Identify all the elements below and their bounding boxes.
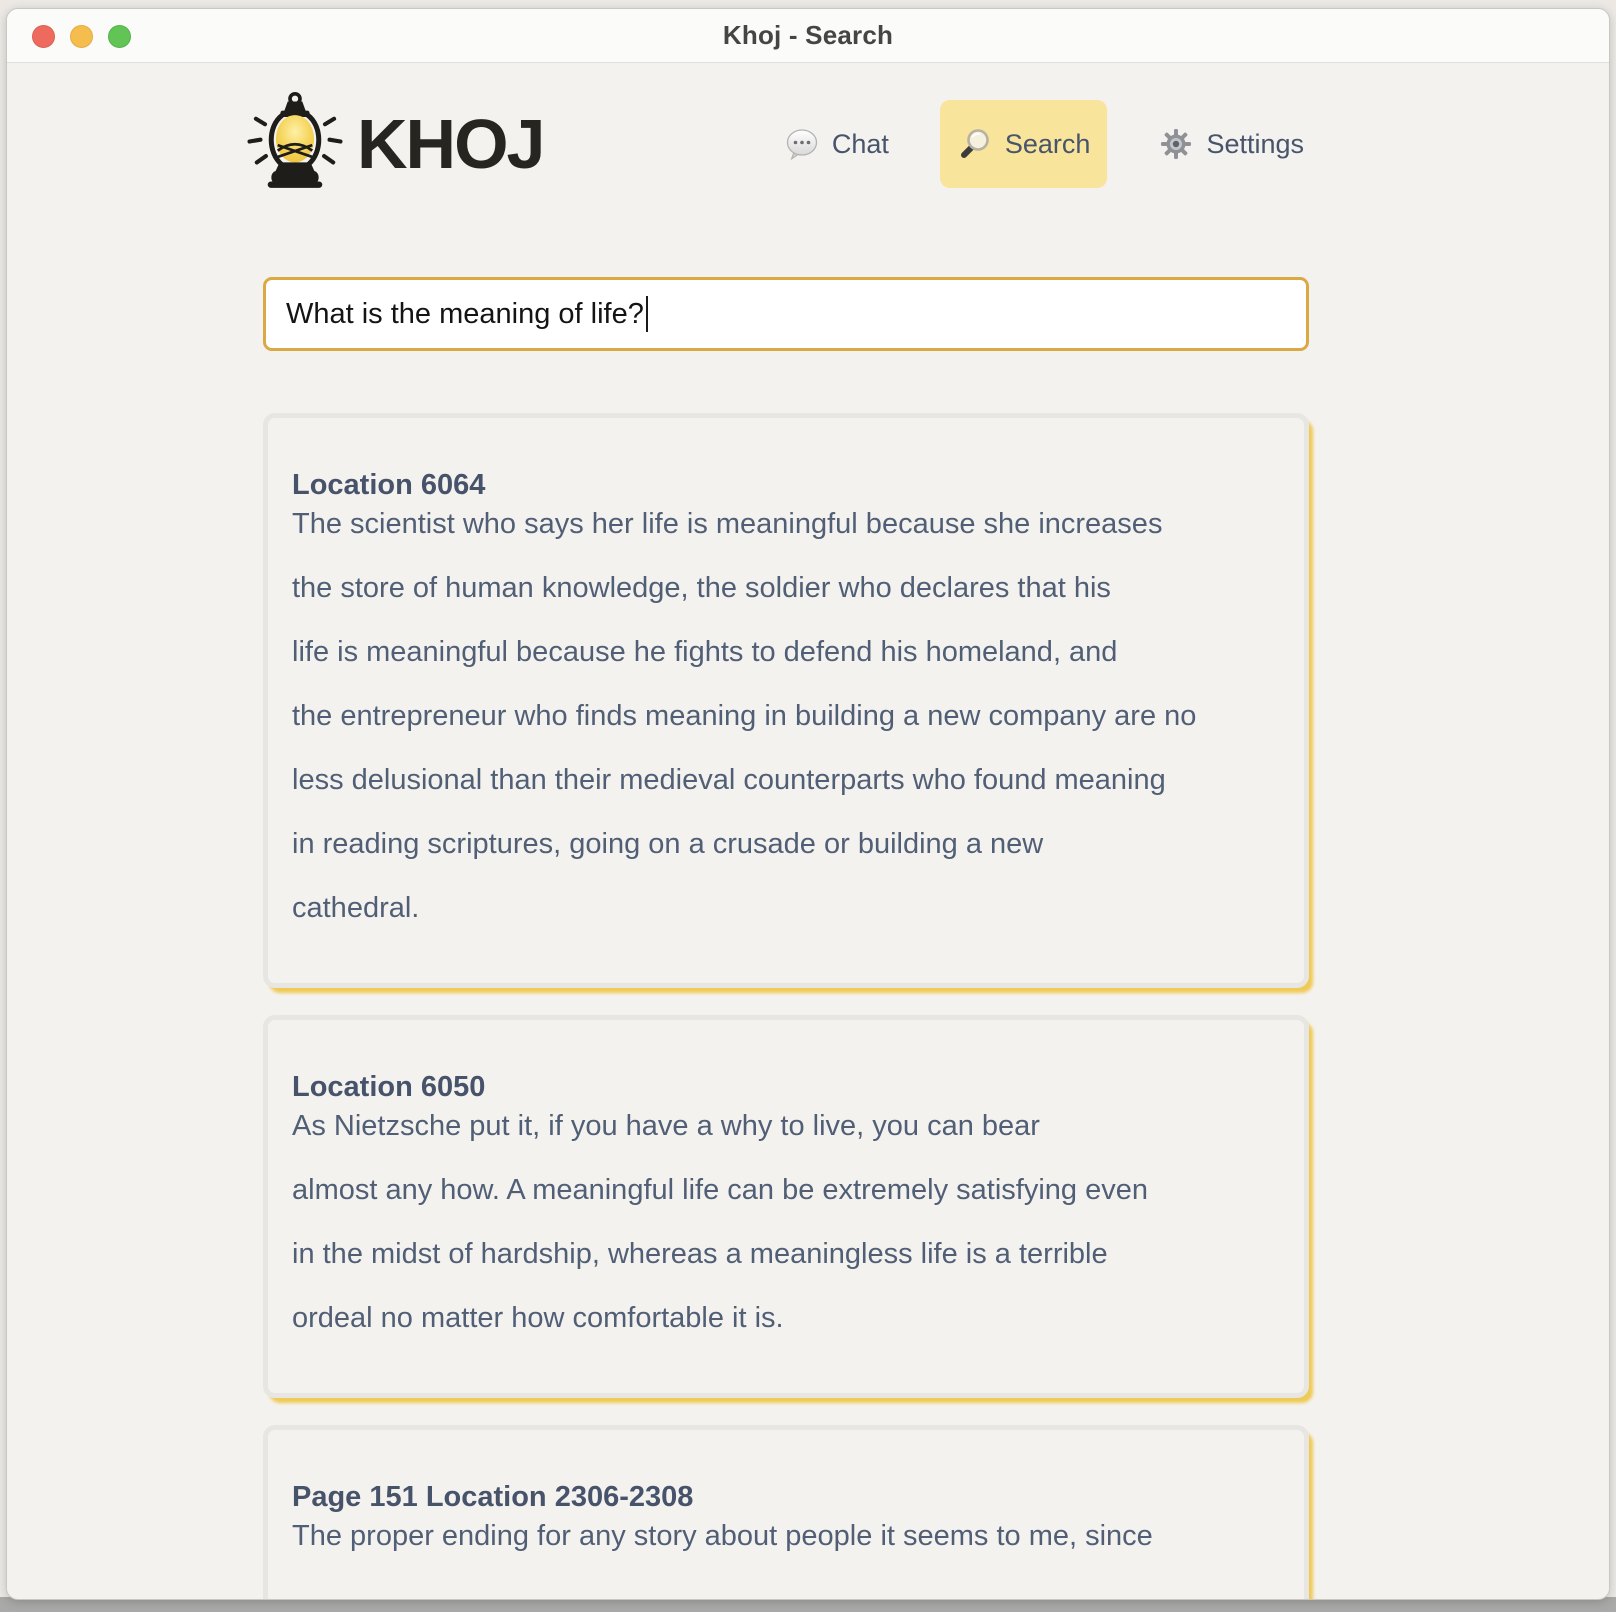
- nav-item-label: Settings: [1206, 128, 1304, 159]
- nav-item-search[interactable]: Search: [939, 100, 1108, 188]
- result-text-line: less delusional than their medieval coun…: [292, 764, 1166, 796]
- brand-name: KHOJ: [357, 105, 545, 183]
- header: KHOJ: [7, 63, 1609, 199]
- magnifier-icon: [957, 126, 993, 162]
- result-location: Location 6050: [292, 1071, 486, 1103]
- traffic-lights: [32, 25, 131, 48]
- nav-item-settings[interactable]: Settings: [1141, 100, 1321, 188]
- nav-item-label: Search: [1004, 128, 1091, 159]
- gear-icon: [1158, 126, 1194, 162]
- result-text-line: in the midst of hardship, whereas a mean…: [292, 1238, 1108, 1270]
- result-location: Page 151 Location 2306-2308: [292, 1481, 694, 1513]
- result-card[interactable]: Location 6050 As Nietzsche put it, if yo…: [263, 1015, 1309, 1398]
- search-query-text: What is the meaning of life?: [286, 297, 644, 330]
- lantern-icon: [245, 89, 345, 199]
- result-text-line: almost any how. A meaningful life can be…: [292, 1174, 1148, 1206]
- result-card[interactable]: Page 151 Location 2306-2308 The proper e…: [263, 1425, 1309, 1599]
- result-text-line: the store of human knowledge, the soldie…: [292, 572, 1111, 604]
- nav-item-label: Chat: [831, 128, 889, 159]
- result-text-line: life is meaningful because he fights to …: [292, 636, 1118, 668]
- result-text-line: ordeal no matter how comfortable it is.: [292, 1302, 784, 1334]
- khoj-logo: KHOJ: [245, 89, 545, 199]
- window-title: Khoj - Search: [722, 20, 894, 50]
- app-window: Khoj - Search: [6, 8, 1610, 1600]
- result-location: Location 6064: [292, 469, 486, 501]
- speech-bubble-icon: [784, 126, 820, 162]
- result-text-line: cathedral.: [292, 892, 420, 924]
- result-text-line: As Nietzsche put it, if you have a why t…: [292, 1110, 1040, 1142]
- search-input[interactable]: What is the meaning of life?: [263, 277, 1309, 351]
- text-caret: [645, 296, 648, 332]
- search-results: Location 6064 The scientist who says her…: [263, 413, 1309, 1599]
- result-text-line: the entrepreneur who finds meaning in bu…: [292, 700, 1197, 732]
- minimize-button[interactable]: [70, 25, 93, 48]
- result-text-line: The proper ending for any story about pe…: [292, 1520, 1153, 1552]
- result-card[interactable]: Location 6064 The scientist who says her…: [263, 413, 1309, 988]
- nav-menu: Chat Search: [767, 100, 1321, 188]
- close-button[interactable]: [32, 25, 55, 48]
- nav-item-chat[interactable]: Chat: [767, 100, 906, 188]
- titlebar: Khoj - Search: [7, 9, 1609, 63]
- result-text-line: The scientist who says her life is meani…: [292, 508, 1163, 540]
- zoom-button[interactable]: [108, 25, 131, 48]
- main-content: KHOJ: [7, 63, 1609, 1599]
- result-text-line: in reading scriptures, going on a crusad…: [292, 828, 1044, 860]
